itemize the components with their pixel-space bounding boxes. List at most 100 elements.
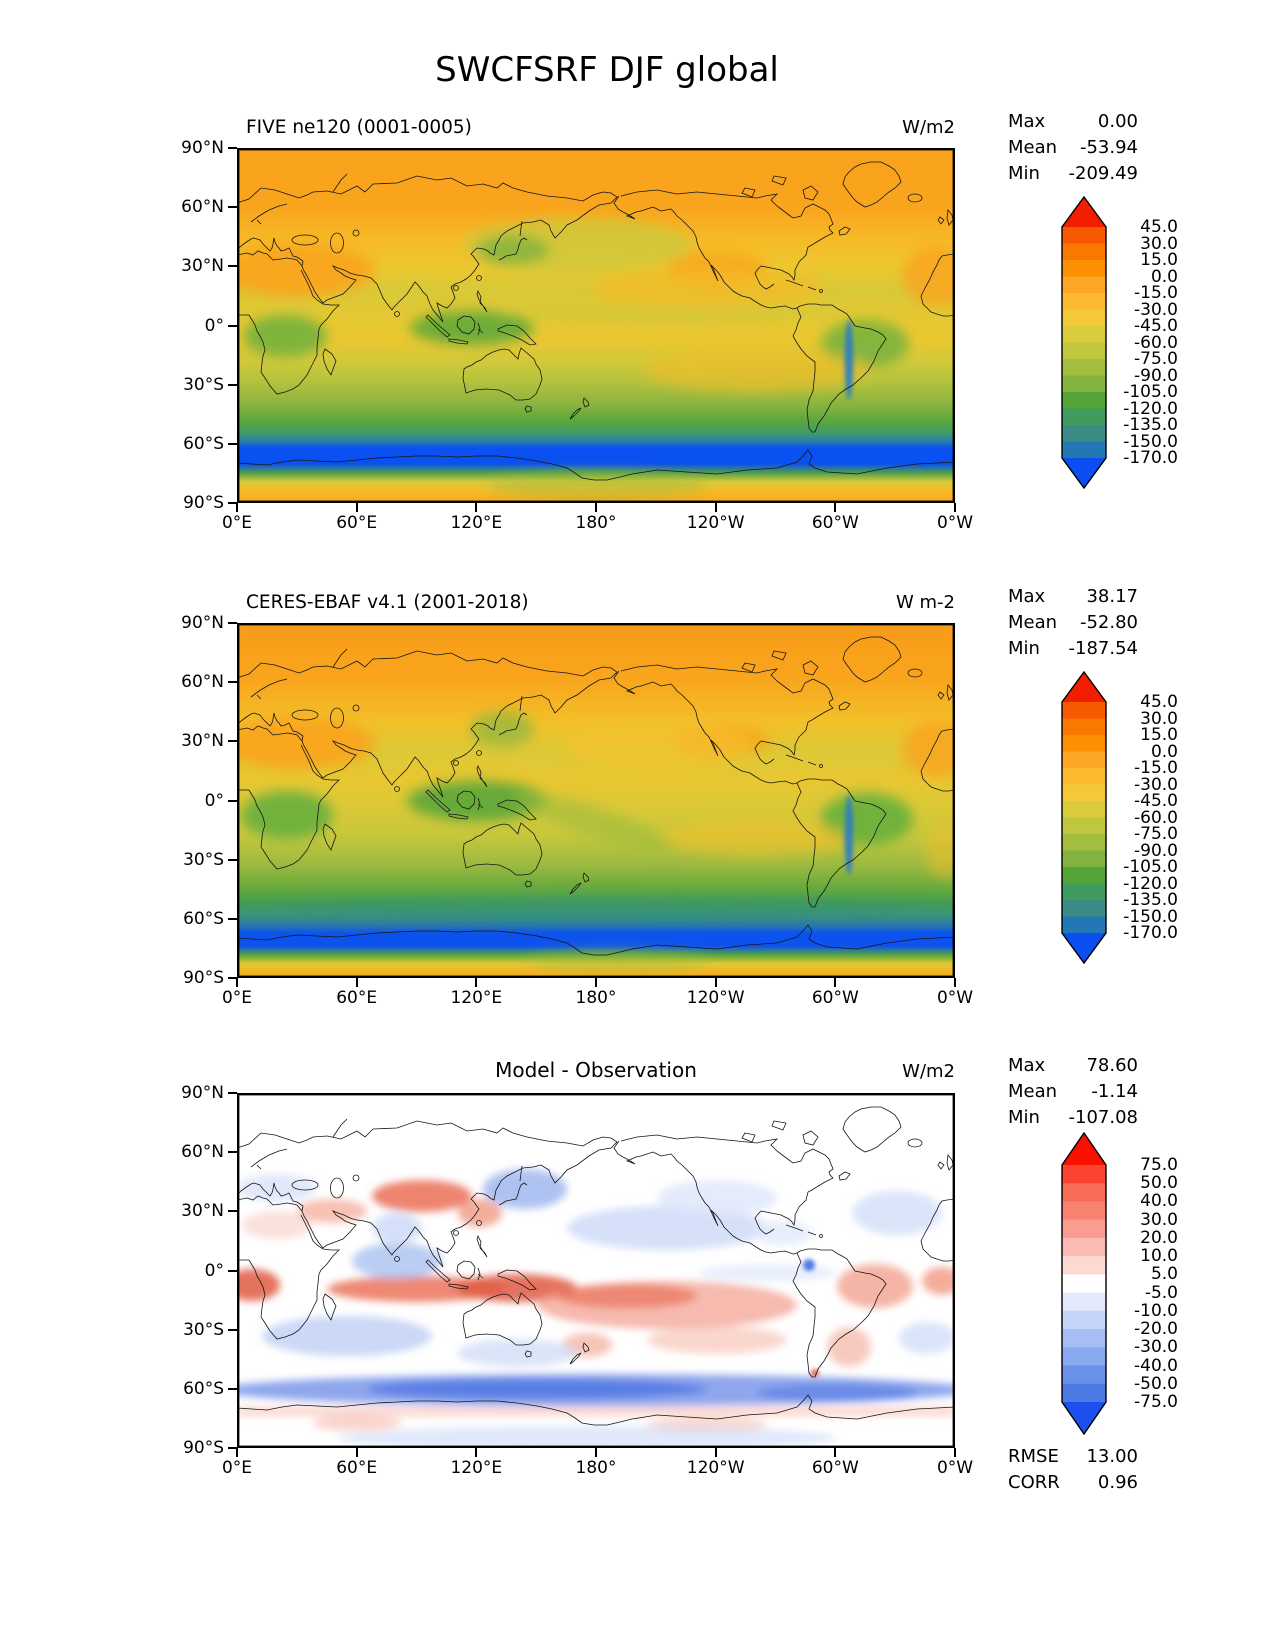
map-border: [237, 623, 955, 978]
map-border: [237, 1093, 955, 1448]
lon-tick-label: 180°: [575, 1458, 617, 1478]
panel-title-diff: Model - Observation: [495, 1058, 697, 1082]
colorbar-tick-label: 30.0: [1140, 708, 1178, 729]
lat-tick-label: 0°: [204, 315, 224, 336]
axis-tick: [228, 324, 237, 327]
lon-tick-label: 120°W: [686, 1458, 745, 1478]
lon-tick-label: 60°E: [336, 1458, 378, 1478]
colorbar-diff: [1061, 1132, 1107, 1435]
panel-units-diff: W/m2: [902, 1061, 955, 1082]
colorbar-tick-label: -10.0: [1134, 1300, 1178, 1321]
axis-tick: [228, 502, 237, 504]
axis-tick: [228, 1269, 237, 1272]
axis-tick: [228, 265, 237, 268]
lon-tick-label: 0°W: [936, 1458, 974, 1478]
axis-tick: [475, 503, 478, 512]
lat-tick-label: 90°N: [181, 138, 224, 158]
stat-row: RMSE 13.00: [1008, 1444, 1138, 1470]
andes-streak: [844, 320, 854, 400]
axis-tick: [228, 622, 237, 624]
colorbar-tick-label: -45.0: [1134, 316, 1178, 336]
stat-label: Min: [1008, 1107, 1040, 1128]
lon-tick-label: 120°W: [686, 988, 745, 1008]
axis-tick: [475, 978, 478, 987]
colorbar-tick-label: 0.0: [1150, 741, 1178, 762]
stat-label: Max: [1008, 586, 1046, 607]
lat-tick-label: 0°: [204, 790, 224, 811]
lat-tick-label: 90°N: [181, 1083, 224, 1103]
lat-tick-label: 30°N: [181, 1201, 224, 1222]
colorbar-tick-label: -105.0: [1123, 382, 1178, 402]
panel-units-obs: W m-2: [895, 592, 955, 613]
axis-tick: [228, 147, 237, 149]
colorbar-tick-label: -170.0: [1123, 448, 1178, 468]
colorbar-tick-label: 30.0: [1140, 1209, 1178, 1230]
colorbar-tick-label: 5.0: [1150, 1264, 1178, 1285]
axis-tick: [355, 1448, 358, 1457]
lon-tick-label: 120°E: [450, 988, 503, 1008]
lat-tick-label: 60°N: [181, 672, 224, 693]
colorbar-tick-label: -30.0: [1134, 774, 1178, 795]
lon-tick-label: 0°E: [221, 513, 253, 533]
axis-tick: [714, 503, 717, 512]
stat-label: Mean: [1008, 1081, 1058, 1102]
lat-tick-label: 90°N: [181, 613, 224, 633]
stat-row: Max 0.00: [1008, 109, 1138, 135]
lon-tick-label: 60°W: [811, 988, 859, 1008]
field-shading: [237, 1169, 955, 1448]
colorbar-tick-label: 50.0: [1140, 1173, 1178, 1194]
colorbar-tick-label: 15.0: [1140, 725, 1178, 745]
lat-tick-label: 60°N: [181, 1142, 224, 1163]
colorbar-tick-label: -75.0: [1134, 1391, 1178, 1412]
colorbar-tick-label: -5.0: [1144, 1282, 1178, 1303]
colorbar-tick-label: -90.0: [1134, 840, 1178, 861]
axis-tick: [475, 1448, 478, 1457]
lat-tick-label: 30°N: [181, 256, 224, 277]
stat-value: 78.60: [1086, 1055, 1138, 1076]
axis-tick: [228, 1151, 237, 1154]
lon-tick-label: 0°E: [221, 1458, 253, 1478]
stat-value: 0.00: [1097, 111, 1138, 132]
stat-label: Min: [1008, 163, 1040, 184]
lat-tick-label: 90°S: [183, 1438, 224, 1458]
colorbar-tick-label: -50.0: [1134, 1373, 1178, 1394]
lon-tick-label: 0°W: [936, 988, 974, 1008]
panel-units-model: W/m2: [902, 117, 955, 138]
axis-tick: [954, 978, 956, 987]
axis-tick: [228, 977, 237, 979]
axis-tick: [236, 1448, 238, 1457]
stat-label: Min: [1008, 638, 1040, 659]
colorbar-tick-label: 20.0: [1140, 1227, 1178, 1248]
colorbar-tick-label: -15.0: [1134, 758, 1178, 778]
stat-row: Mean -52.80: [1008, 610, 1138, 636]
stat-value: -53.94: [1079, 137, 1138, 158]
lat-tick-label: 0°: [204, 1260, 224, 1281]
colorbar-tick-label: 15.0: [1140, 250, 1178, 270]
lat-tick-label: 60°S: [183, 908, 224, 929]
stat-row: CORR 0.96: [1008, 1470, 1138, 1496]
lon-tick-label: 0°W: [936, 513, 974, 533]
axis-tick: [228, 858, 237, 861]
colorbar-tick-label: -60.0: [1134, 807, 1178, 828]
stat-row: Min -107.08: [1008, 1105, 1138, 1131]
stats-block: Max 38.17 Mean -52.80 Min -187.54: [1008, 584, 1138, 662]
lat-tick-label: 30°S: [183, 849, 224, 870]
stat-value: 0.96: [1097, 1472, 1138, 1493]
colorbar-tick-label: -135.0: [1123, 415, 1178, 435]
axis-tick: [355, 503, 358, 512]
lat-tick-label: 60°S: [183, 1378, 224, 1399]
lat-tick-label: 30°S: [183, 374, 224, 395]
stats-block: Max 0.00 Mean -53.94 Min -209.49: [1008, 109, 1138, 187]
colorbar-tick-label: -120.0: [1123, 398, 1178, 419]
colorbar-tick-label: 45.0: [1140, 692, 1178, 712]
lon-tick-label: 60°E: [336, 513, 378, 533]
colorbar-obs: [1061, 671, 1107, 964]
stat-label: Max: [1008, 1055, 1046, 1076]
stat-label: Mean: [1008, 612, 1058, 633]
axis-tick: [595, 1448, 597, 1457]
field-shading: [237, 218, 955, 501]
axis-tick: [595, 978, 597, 987]
stat-row: Max 38.17: [1008, 584, 1138, 610]
lat-tick-label: 60°S: [183, 433, 224, 454]
colorbar-tick-label: 0.0: [1150, 266, 1178, 287]
